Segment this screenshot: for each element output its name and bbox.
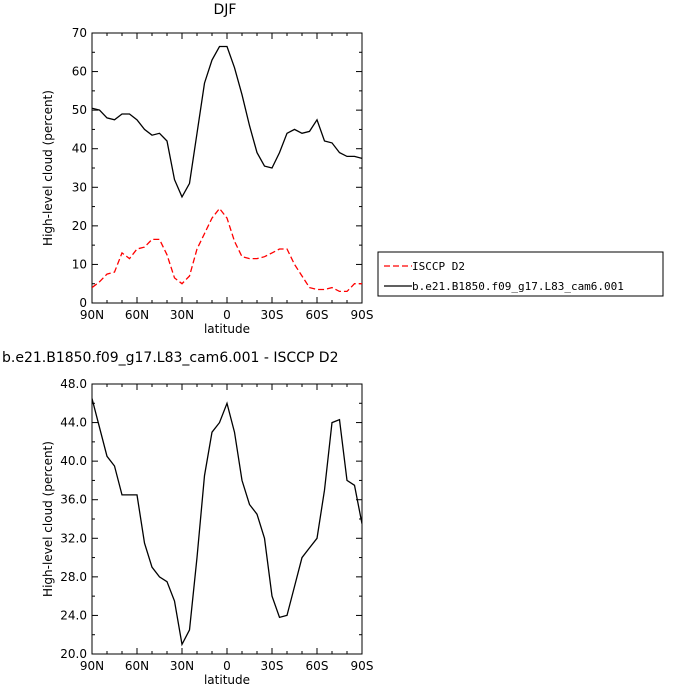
x-tick-label: 90N [80, 659, 104, 673]
series-line-1 [92, 207, 362, 293]
y-axis-label: High-level cloud (percent) [41, 90, 55, 246]
y-tick-label: 0 [79, 296, 87, 310]
y-tick-label: 50 [72, 103, 87, 117]
legend-box [377, 251, 664, 297]
y-tick-label: 44.0 [60, 416, 87, 430]
x-tick-label: 60N [125, 308, 149, 322]
x-tick-label: 60N [125, 659, 149, 673]
x-tick-label: 60S [306, 659, 329, 673]
x-tick-label: 90S [351, 659, 374, 673]
chart-title: b.e21.B1850.f09_g17.L83_cam6.001 - ISCCP… [2, 350, 339, 366]
y-tick-label: 20 [72, 219, 87, 233]
legend-label: b.e21.B1850.f09_g17.L83_cam6.001 [412, 280, 624, 293]
x-tick-label: 30N [170, 308, 194, 322]
legend: ISCCP D2 b.e21.B1850.f09_g17.L83_cam6.001 [377, 251, 664, 297]
y-tick-label: 70 [72, 26, 87, 40]
y-tick-label: 36.0 [60, 493, 87, 507]
y-tick-label: 30 [72, 180, 87, 194]
x-tick-label: 90N [80, 308, 104, 322]
x-tick-label: 30N [170, 659, 194, 673]
x-tick-label: 90S [351, 308, 374, 322]
y-tick-label: 48.0 [60, 377, 87, 391]
y-tick-label: 20.0 [60, 647, 87, 661]
x-tick-label: 0 [223, 308, 231, 322]
series-line-2 [92, 45, 362, 199]
y-tick-label: 28.0 [60, 570, 87, 584]
y-tick-label: 40.0 [60, 454, 87, 468]
y-tick-label: 60 [72, 65, 87, 79]
y-tick-label: 10 [72, 257, 87, 271]
plot-frame [91, 383, 363, 655]
legend-label: ISCCP D2 [412, 260, 465, 273]
y-axis-label: High-level cloud (percent) [41, 441, 55, 597]
y-tick-label: 32.0 [60, 531, 87, 545]
series-line-1 [92, 398, 362, 647]
chart-title: DJF [214, 2, 237, 18]
x-axis-label: latitude [204, 322, 250, 336]
plot-frame [91, 32, 363, 304]
x-tick-label: 0 [223, 659, 231, 673]
chart-1: DJF 90N 60N 30N 0 30S 60S 90S 0 10 20 30 40 50 60 70 lat… [41, 2, 664, 336]
x-tick-label: 30S [261, 659, 284, 673]
y-tick-label: 40 [72, 142, 87, 156]
x-axis-label: latitude [204, 673, 250, 687]
chart-2: b.e21.B1850.f09_g17.L83_cam6.001 - ISCCP… [2, 350, 373, 687]
y-tick-label: 24.0 [60, 608, 87, 622]
x-tick-label: 60S [306, 308, 329, 322]
x-tick-label: 30S [261, 308, 284, 322]
